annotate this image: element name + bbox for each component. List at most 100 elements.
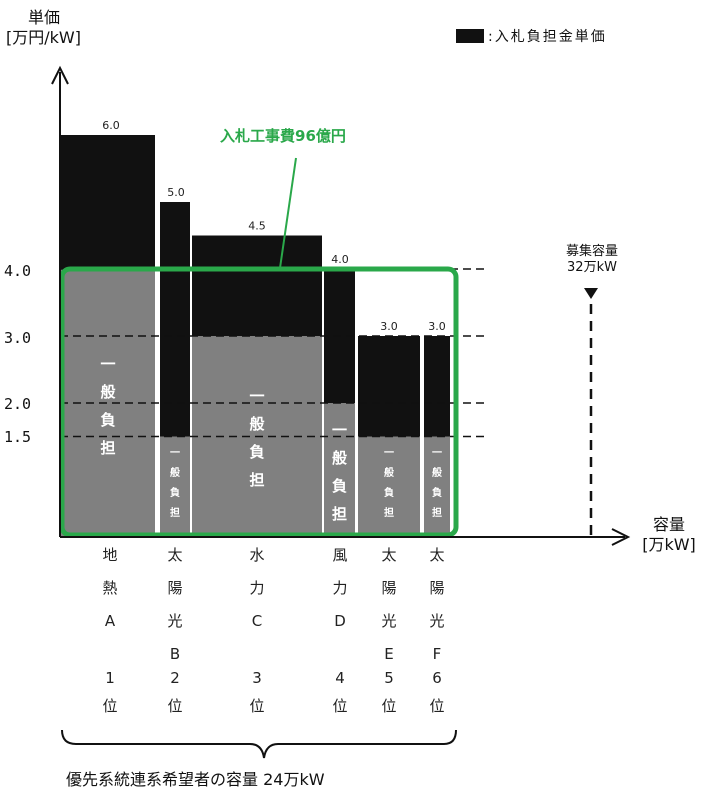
priority-capacity-brace [61, 729, 457, 759]
x-axis-arrow [611, 528, 631, 546]
legend-label: :入札負担金単価 [488, 29, 607, 45]
bar-value-label: 6.0 [102, 119, 120, 132]
general-burden-label: 一般負担 [192, 382, 322, 494]
rank-char: 3 [252, 669, 262, 687]
general-burden-char: 般 [100, 383, 116, 401]
category-char: 太 [167, 546, 183, 564]
y-tick-label: 4.0 [4, 262, 32, 280]
general-burden-char: 担 [432, 508, 442, 519]
general-burden-char: 担 [331, 505, 347, 523]
general-burden-char: 担 [170, 508, 180, 519]
general-burden-char: 般 [249, 415, 265, 433]
category-char: 水 [249, 546, 265, 564]
bar-value-label: 4.5 [248, 220, 266, 233]
general-burden-char: 一 [331, 421, 347, 439]
construction-cost-box [59, 266, 459, 538]
category-char: 熱 [102, 579, 118, 597]
y-tick-label: 1.5 [4, 428, 32, 446]
category-char: 光 [381, 612, 397, 630]
category-char: 力 [249, 579, 265, 597]
general-burden-char: 一 [384, 448, 394, 459]
bar-general-segment [424, 436, 450, 537]
category-char: 地 [102, 546, 118, 564]
bar-bid-segment [424, 336, 450, 437]
recruitment-capacity-label: 募集容量 32万kW [552, 244, 632, 276]
x-axis-unit: [万kW] [642, 535, 696, 554]
general-burden-char: 負 [384, 488, 394, 499]
general-burden-char: 担 [100, 439, 116, 457]
general-burden-label: 一般負担 [160, 444, 190, 524]
category-char: A [104, 612, 116, 630]
bar-general-segment [324, 403, 355, 537]
general-burden-char: 負 [432, 488, 442, 499]
rank-char: 位 [249, 697, 265, 715]
recruitment-title: 募集容量 [565, 244, 618, 259]
bar-value-label: 3.0 [428, 320, 446, 333]
rank-char: 位 [429, 697, 445, 715]
general-burden-char: 負 [100, 411, 116, 429]
rank-char: 5 [384, 669, 394, 687]
category-char: 力 [332, 579, 348, 597]
x-axis-title: 容量 [万kW] [636, 515, 702, 555]
recruitment-value: 32万kW [567, 260, 617, 275]
category-char: 陽 [429, 579, 445, 597]
y-axis-unit: [万円/kW] [6, 28, 81, 47]
category-char: 太 [429, 546, 445, 564]
rank-char: 位 [381, 697, 397, 715]
general-burden-char: 般 [432, 468, 442, 479]
general-burden-label: 一般負担 [62, 350, 154, 462]
y-axis-title: 単価 [万円/kW] [6, 8, 81, 48]
annotation-pointer [279, 157, 297, 269]
y-tick-label: 2.0 [4, 395, 32, 413]
bar-value-label: 5.0 [167, 186, 185, 199]
x-axis-label: 容量 [652, 515, 685, 534]
bar-general-segment [358, 436, 420, 537]
category-char: B [169, 645, 181, 663]
category-char: 風 [332, 546, 348, 564]
general-burden-char: 負 [170, 488, 180, 499]
priority-capacity-note: 優先系統連系希望者の容量 24万kW [66, 770, 325, 789]
general-burden-char: 般 [170, 468, 180, 479]
rank-char: 4 [335, 669, 345, 687]
category-char: E [384, 645, 394, 663]
legend-swatch [456, 29, 484, 43]
category-char: 光 [167, 612, 183, 630]
general-burden-label: 一般負担 [424, 444, 450, 524]
bar-value-label: 4.0 [331, 253, 349, 266]
general-burden-char: 一 [432, 448, 442, 459]
general-burden-char: 一 [249, 387, 265, 405]
category-char: 陽 [167, 579, 183, 597]
rank-char: 位 [102, 697, 118, 715]
general-burden-label: 一般負担 [324, 416, 355, 528]
rank-char: 6 [432, 669, 442, 687]
category-char: 太 [381, 546, 397, 564]
general-burden-char: 一 [170, 448, 180, 459]
legend: :入札負担金単価 [456, 26, 607, 46]
general-burden-label: 一般負担 [358, 444, 420, 524]
category-char: 光 [429, 612, 445, 630]
general-burden-char: 般 [384, 468, 394, 479]
category-char: C [251, 612, 263, 630]
category-char: D [334, 612, 346, 630]
category-char: 陽 [381, 579, 397, 597]
bar-value-label: 3.0 [380, 320, 398, 333]
y-axis-arrow [51, 65, 69, 85]
y-axis-label: 単価 [28, 8, 61, 27]
rank-char: 位 [167, 697, 183, 715]
rank-char: 2 [170, 669, 180, 687]
general-burden-char: 一 [100, 355, 116, 373]
bar-bid-segment [60, 135, 155, 269]
general-burden-char: 担 [249, 471, 265, 489]
